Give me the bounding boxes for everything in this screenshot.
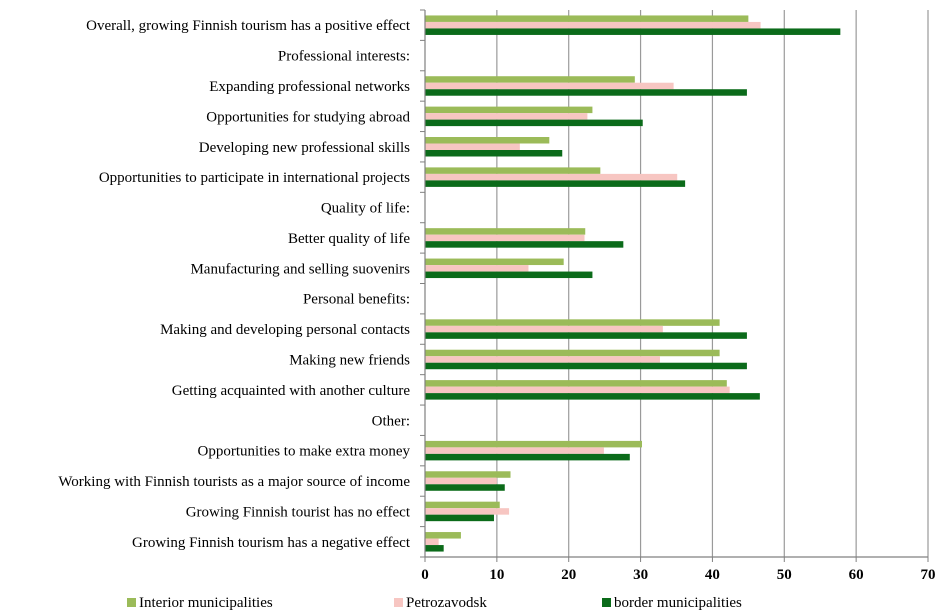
- bar: [425, 180, 686, 187]
- category-label: Getting acquainted with another culture: [172, 383, 411, 399]
- bar: [425, 514, 494, 522]
- bar: [425, 484, 505, 491]
- legend: Interior municipalities Petrozavodsk borde…: [127, 595, 742, 611]
- x-tick-label: 30: [633, 567, 648, 583]
- category-label: Better quality of life: [288, 231, 410, 247]
- bar: [425, 119, 643, 127]
- category-label: Making new friends: [289, 352, 410, 368]
- bar: [425, 137, 550, 144]
- category-label: Developing new professional skills: [199, 140, 410, 156]
- bar: [425, 471, 511, 478]
- category-label: Working with Finnish tourists as a major…: [58, 474, 410, 490]
- bar: [425, 380, 727, 387]
- bar: [425, 477, 497, 485]
- bar: [425, 173, 678, 181]
- category-label: Professional interests:: [278, 49, 410, 65]
- bar: [425, 545, 444, 552]
- legend-label: Interior municipalities: [139, 595, 273, 611]
- legend-label: border municipalities: [614, 595, 742, 611]
- bar: [425, 325, 663, 333]
- category-label: Quality of life:: [321, 201, 410, 217]
- bar: [425, 143, 520, 150]
- bar: [425, 167, 601, 174]
- bar: [425, 356, 660, 363]
- x-tick-label: 40: [705, 567, 720, 583]
- bar: [425, 258, 564, 266]
- bar: [425, 228, 586, 235]
- bar: [425, 265, 529, 272]
- bar: [425, 319, 720, 326]
- bar: [425, 89, 747, 96]
- x-tick-label: 20: [561, 567, 576, 583]
- bar: [425, 234, 585, 242]
- bar: [425, 15, 749, 22]
- axes: [420, 9, 929, 562]
- bar: [425, 106, 593, 114]
- category-label: Overall, growing Finnish tourism has a p…: [86, 18, 411, 34]
- bar: [425, 440, 643, 448]
- bar: [425, 362, 747, 370]
- bar: [425, 82, 674, 90]
- bar: [425, 447, 604, 454]
- bar: [425, 349, 720, 357]
- x-tick-label: 0: [421, 567, 429, 583]
- legend-swatch: [127, 598, 136, 607]
- bar: [425, 501, 500, 509]
- category-label: Personal benefits:: [303, 292, 410, 308]
- category-label: Opportunities for studying abroad: [206, 109, 410, 125]
- bar: [425, 393, 760, 400]
- category-label: Expanding professional networks: [209, 79, 410, 95]
- bar: [425, 271, 593, 279]
- bar: [425, 386, 730, 394]
- bar: [425, 508, 510, 515]
- x-tick-labels: 0 10 20 30 40 50 60 70: [421, 567, 935, 583]
- bar: [425, 113, 588, 120]
- legend-label: Petrozavodsk: [406, 595, 487, 611]
- legend-swatch: [602, 598, 611, 607]
- bar: [425, 532, 461, 539]
- x-tick-label: 10: [489, 567, 504, 583]
- category-labels: Overall, growing Finnish tourism has a p…: [58, 18, 411, 551]
- bar: [425, 76, 635, 83]
- bar: [425, 332, 747, 339]
- legend-swatch: [394, 598, 403, 607]
- bar: [425, 453, 630, 461]
- bars: [425, 15, 841, 552]
- bar: [425, 538, 439, 546]
- bar: [425, 241, 624, 248]
- category-label: Opportunities to participate in internat…: [99, 170, 410, 186]
- x-tick-label: 50: [777, 567, 792, 583]
- x-tick-label: 60: [849, 567, 864, 583]
- bar: [425, 150, 563, 157]
- gridlines: [496, 10, 929, 557]
- bar: [425, 28, 841, 35]
- category-label: Other:: [372, 413, 410, 429]
- x-tick-label: 70: [921, 567, 936, 583]
- category-label: Opportunities to make extra money: [198, 444, 411, 460]
- category-label: Growing Finnish tourism has a negative e…: [132, 535, 411, 551]
- category-label: Making and developing personal contacts: [160, 322, 410, 338]
- category-label: Manufacturing and selling suovenirs: [190, 261, 410, 277]
- category-label: Growing Finnish tourist has no effect: [186, 504, 411, 520]
- bar: [425, 21, 761, 29]
